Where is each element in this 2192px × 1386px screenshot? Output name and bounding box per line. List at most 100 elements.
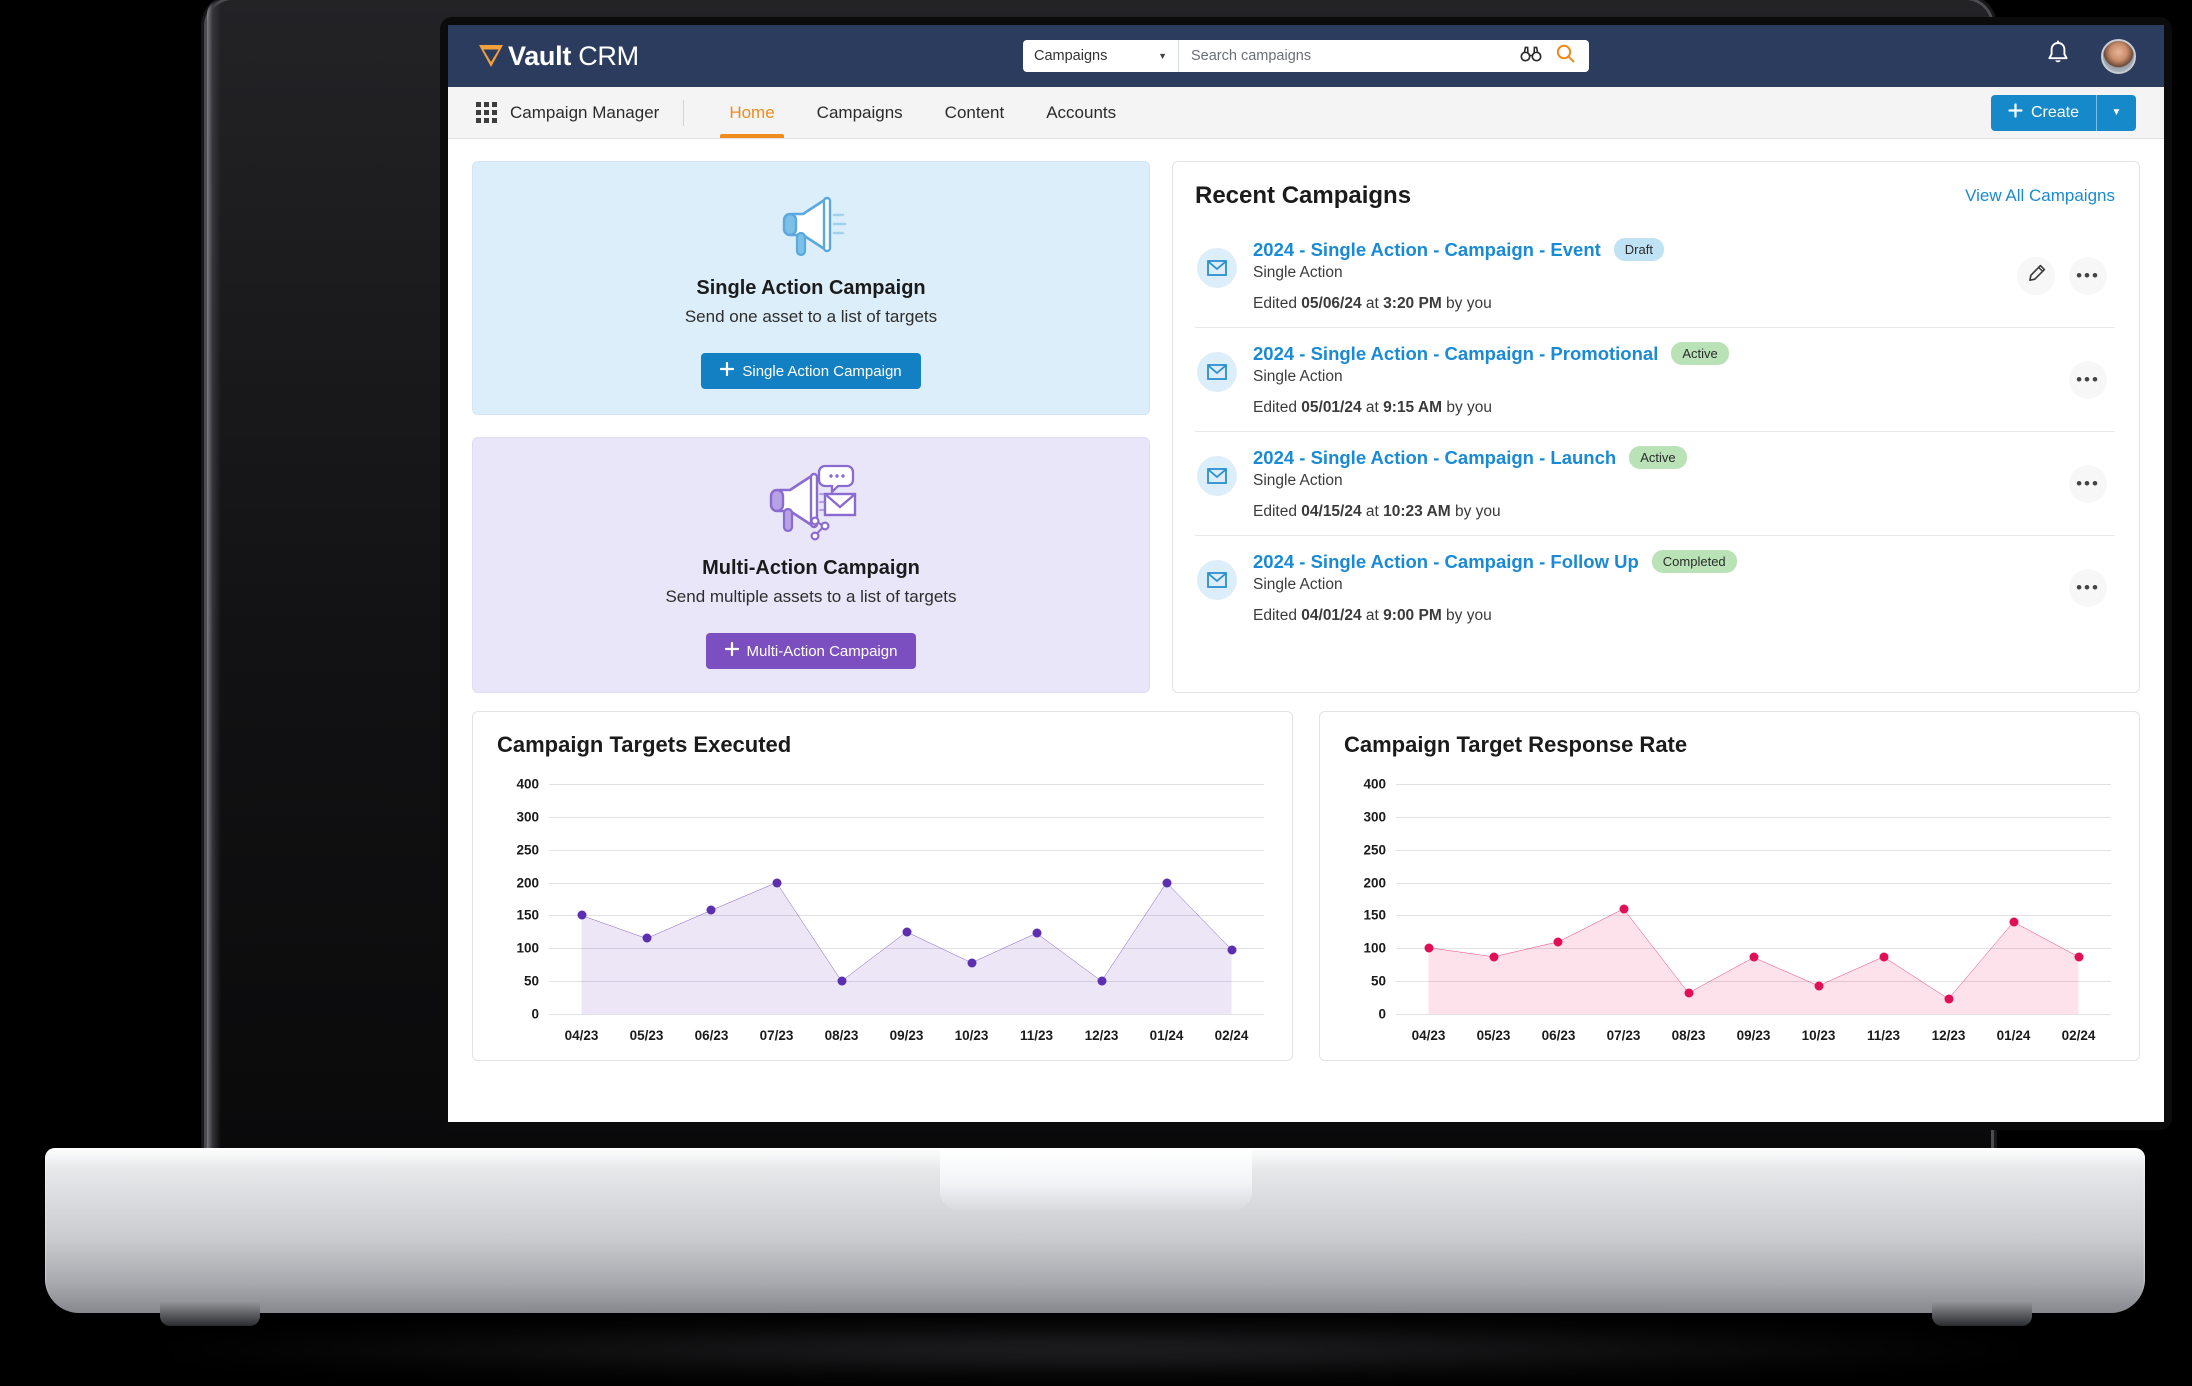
edited-time: 9:00 PM <box>1383 607 1442 624</box>
x-axis-tick-label: 10/23 <box>954 1028 989 1043</box>
row-actions: ••• <box>2069 464 2107 503</box>
campaign-edited-meta: Edited 04/01/24 at 9:00 PM by you <box>1253 607 2115 625</box>
campaign-type: Single Action <box>1253 368 1343 385</box>
more-actions-button[interactable]: ••• <box>2069 568 2107 607</box>
campaign-title-link[interactable]: 2024 - Single Action - Campaign - Promot… <box>1253 342 1659 364</box>
campaign-targets-executed-chart-card: Campaign Targets Executed 0 50 100 150 200 25… <box>472 711 1293 1061</box>
x-axis-tick-label: 01/24 <box>1996 1028 2031 1043</box>
pencil-icon <box>2027 264 2046 288</box>
x-axis-tick-label: 05/23 <box>1476 1028 1511 1043</box>
envelope-icon <box>1197 352 1237 392</box>
plus-icon <box>724 641 739 660</box>
multi-action-campaign-card[interactable]: Multi-Action Campaign Send multiple asse… <box>472 437 1150 693</box>
chart-data-point <box>1489 952 1498 962</box>
x-axis: 04/23 05/23 06/23 07/23 08/23 09/23 10/23 11/23… <box>1396 1028 2111 1043</box>
y-axis-tick-label: 300 <box>1363 809 1386 825</box>
status-badge: Active <box>1671 342 1729 365</box>
chart-data-point <box>1227 945 1236 955</box>
y-axis-tick-label: 250 <box>1363 842 1386 858</box>
x-axis-tick-label: 11/23 <box>1866 1028 1901 1043</box>
single-action-campaign-card[interactable]: Single Action Campaign Send one asset to… <box>472 161 1150 415</box>
row-actions: ••• <box>2069 360 2107 399</box>
search-scope-select[interactable]: Campaigns ▼ <box>1023 40 1179 72</box>
y-axis-tick-label: 250 <box>516 842 539 858</box>
create-button-label: Create <box>2030 103 2079 121</box>
campaign-row[interactable]: 2024 - Single Action - Campaign - Launch… <box>1195 432 2115 536</box>
x-axis-tick-label: 09/23 <box>889 1028 924 1043</box>
tab-accounts[interactable]: Accounts <box>1046 102 1117 122</box>
global-search-bar[interactable]: Campaigns ▼ <box>1023 40 1589 72</box>
single-action-subtitle: Send one asset to a list of targets <box>684 307 938 326</box>
campaign-title-line: 2024 - Single Action - Campaign - Follow… <box>1253 550 2115 573</box>
view-all-campaigns-link[interactable]: View All Campaigns <box>1965 186 2115 205</box>
laptop-shadow <box>120 1320 2070 1380</box>
gridline <box>549 816 1264 818</box>
plot <box>1396 784 2111 1015</box>
edited-mid: at <box>1361 607 1384 624</box>
x-axis-tick-label: 12/23 <box>1931 1028 1966 1043</box>
brand-logo[interactable]: Vault CRM <box>476 41 639 72</box>
campaign-list: 2024 - Single Action - Campaign - Event D… <box>1195 224 2115 639</box>
avatar[interactable] <box>2101 38 2136 74</box>
campaign-type: Single Action <box>1253 264 1343 281</box>
recent-campaigns-panel: Recent Campaigns View All Campaigns 2024… <box>1172 161 2140 693</box>
plot <box>549 784 1264 1015</box>
tab-home[interactable]: Home <box>708 87 795 138</box>
x-axis-tick-label: 02/24 <box>2061 1028 2096 1043</box>
edited-suffix: by you <box>1450 503 1501 520</box>
laptop-notch <box>940 1148 1252 1210</box>
create-dropdown-button[interactable]: ▼ <box>2096 94 2136 131</box>
campaign-details: 2024 - Single Action - Campaign - Promot… <box>1253 342 2115 417</box>
campaign-title-link[interactable]: 2024 - Single Action - Campaign - Launch <box>1253 446 1617 468</box>
edited-suffix: by you <box>1441 295 1492 312</box>
campaign-edited-meta: Edited 05/06/24 at 3:20 PM by you <box>1253 295 2115 313</box>
single-action-campaign-button[interactable]: Single Action Campaign <box>701 353 921 389</box>
chart-data-point <box>1814 981 1823 991</box>
campaign-details: 2024 - Single Action - Campaign - Follow… <box>1253 550 2115 625</box>
tab-campaigns[interactable]: Campaigns <box>816 102 903 122</box>
y-axis-tick-label: 0 <box>1378 1006 1386 1022</box>
y-axis-tick-label: 300 <box>516 809 539 825</box>
multi-action-title: Multi-Action Campaign <box>702 557 920 579</box>
campaign-type: Single Action <box>1253 576 1343 593</box>
bell-icon[interactable] <box>2045 40 2071 72</box>
more-actions-button[interactable]: ••• <box>2069 256 2107 295</box>
envelope-icon <box>1197 248 1237 288</box>
gridline <box>1396 784 2111 785</box>
x-axis-tick-label: 04/23 <box>564 1028 599 1043</box>
gridline <box>549 849 1264 851</box>
chart-data-point <box>642 933 651 943</box>
gridline <box>1396 981 2111 983</box>
campaign-title-link[interactable]: 2024 - Single Action - Campaign - Follow… <box>1253 550 1639 572</box>
edit-button[interactable] <box>2017 256 2055 295</box>
top-bar-right <box>2045 38 2136 74</box>
campaign-row[interactable]: 2024 - Single Action - Campaign - Promot… <box>1195 328 2115 432</box>
envelope-icon <box>1197 560 1237 600</box>
campaign-row[interactable]: 2024 - Single Action - Campaign - Event D… <box>1195 224 2115 328</box>
more-actions-button[interactable]: ••• <box>2069 360 2107 399</box>
multi-action-subtitle: Send multiple assets to a list of target… <box>665 587 957 606</box>
binoculars-icon[interactable] <box>1520 46 1542 67</box>
gridline <box>549 948 1264 950</box>
brand-name: Vault CRM <box>508 41 639 72</box>
search-input[interactable] <box>1179 40 1516 72</box>
tab-content[interactable]: Content <box>944 102 1005 122</box>
chart-data-point <box>1879 952 1888 962</box>
x-axis-tick-label: 11/23 <box>1019 1028 1054 1043</box>
y-axis-tick-label: 100 <box>516 940 539 956</box>
gridline <box>1396 849 2111 851</box>
more-actions-button[interactable]: ••• <box>2069 464 2107 503</box>
x-axis: 04/23 05/23 06/23 07/23 08/23 09/23 10/23 11/23… <box>549 1028 1264 1043</box>
multi-action-campaign-button[interactable]: Multi-Action Campaign <box>705 633 917 669</box>
app-launcher[interactable]: Campaign Manager <box>476 102 679 123</box>
create-button[interactable]: Create <box>1990 94 2096 131</box>
chart-data-point <box>772 878 781 888</box>
campaign-row[interactable]: 2024 - Single Action - Campaign - Follow… <box>1195 536 2115 639</box>
recent-campaigns-title: Recent Campaigns <box>1195 182 1412 209</box>
magnifier-icon[interactable] <box>1556 44 1575 68</box>
campaign-edited-meta: Edited 04/15/24 at 10:23 AM by you <box>1253 503 2115 521</box>
upper-row: Single Action Campaign Send one asset to… <box>472 161 2140 693</box>
campaign-title-link[interactable]: 2024 - Single Action - Campaign - Event <box>1253 238 1601 260</box>
app-screen: Vault CRM Campaigns ▼ <box>448 25 2164 1122</box>
